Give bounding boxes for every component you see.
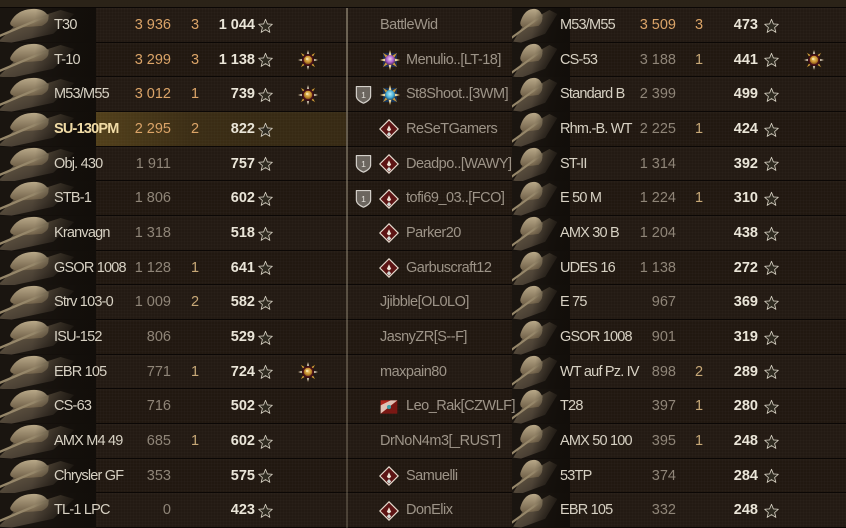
svg-text:1: 1 <box>361 160 366 170</box>
svg-text:1: 1 <box>361 90 366 100</box>
svg-text:1: 1 <box>361 194 366 204</box>
